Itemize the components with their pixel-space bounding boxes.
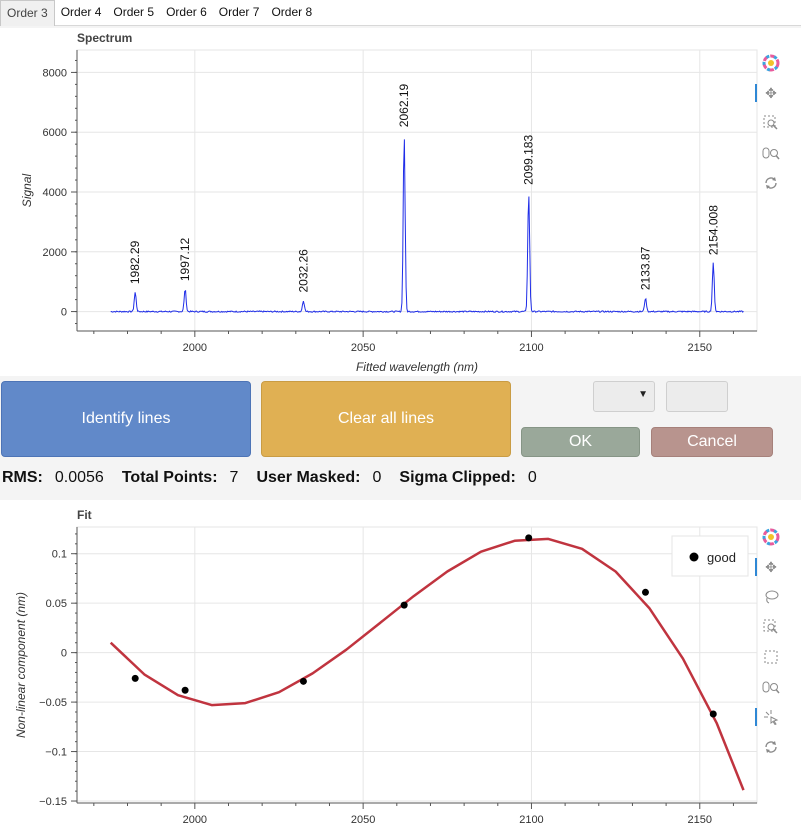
x-tick-label: 2050 — [351, 814, 375, 826]
x-tick-label: 2000 — [183, 342, 207, 354]
reset-icon[interactable] — [760, 172, 782, 194]
y-tick-label: 4000 — [43, 187, 67, 199]
tab-order-4[interactable]: Order 4 — [60, 5, 102, 19]
identify-lines-button[interactable]: Identify lines — [1, 381, 251, 457]
clear-all-lines-button[interactable]: Clear all lines — [261, 381, 511, 457]
y-axis-label: Signal — [20, 173, 34, 207]
total-points-value: 7 — [229, 469, 239, 486]
chevron-down-icon: ▼ — [638, 389, 648, 400]
data-point — [299, 677, 307, 685]
x-tick-label: 2150 — [688, 814, 712, 826]
peak-label: 1997.12 — [178, 237, 192, 281]
y-tick-label: −0.15 — [39, 796, 67, 808]
tab-order-7[interactable]: Order 7 — [218, 5, 260, 19]
peak-label: 1982.29 — [128, 240, 142, 284]
spectrum-chart[interactable]: 2000 2050 2100 2150 0 2000 4000 6000 8000 Spectru… — [0, 28, 760, 376]
tap-icon[interactable] — [755, 706, 782, 728]
x-tick-label: 2100 — [519, 814, 543, 826]
wheel-zoom-icon[interactable] — [760, 676, 782, 698]
rms-label: RMS: — [2, 469, 43, 486]
total-points-label: Total Points: — [121, 469, 218, 486]
wavelength-input[interactable] — [666, 381, 728, 412]
spectrum-panel: 2000 2050 2100 2150 0 2000 4000 6000 8000 Spectru… — [0, 28, 801, 376]
rms-value: 0.0056 — [54, 469, 104, 486]
y-tick-label: 0.05 — [46, 598, 67, 610]
spectrum-toolbar: ✥ — [755, 52, 783, 202]
plot-area — [76, 49, 758, 332]
fit-curve — [109, 537, 745, 791]
legend-label: good — [707, 550, 736, 565]
reset-icon[interactable] — [760, 736, 782, 758]
data-point — [641, 588, 649, 596]
spectrum-line — [110, 139, 744, 314]
bokeh-logo-icon[interactable] — [760, 526, 782, 548]
y-tick-label: 0 — [61, 307, 67, 319]
legend-box — [671, 535, 749, 577]
chart-title: Spectrum — [77, 31, 132, 45]
lasso-select-icon[interactable] — [760, 586, 782, 608]
peak-label: 2062.19 — [397, 83, 411, 127]
box-zoom-icon[interactable] — [760, 112, 782, 134]
order-tabs: Order 3 Order 4 Order 5 Order 6 Order 7 … — [0, 0, 801, 26]
y-tick-label: 2000 — [43, 247, 67, 259]
y-axis-label: Non-linear component (nm) — [14, 592, 28, 738]
x-tick-label: 2150 — [688, 342, 712, 354]
sigma-clipped-label: Sigma Clipped: — [399, 469, 516, 486]
box-select-icon[interactable] — [760, 646, 782, 668]
cancel-button[interactable]: Cancel — [651, 427, 773, 457]
y-tick-label: 6000 — [43, 127, 67, 139]
x-tick-label: 2000 — [183, 814, 207, 826]
fit-panel: 2000 2050 2100 2150 −0.15 −0.1 −0.05 0 0.05 0.1 Fi… — [0, 500, 801, 830]
box-zoom-icon[interactable] — [760, 616, 782, 638]
fit-chart[interactable]: 2000 2050 2100 2150 −0.15 −0.1 −0.05 0 0.05 0.1 Fi… — [0, 500, 760, 830]
user-masked-value: 0 — [372, 469, 382, 486]
tab-order-8[interactable]: Order 8 — [271, 5, 313, 19]
legend-marker — [689, 552, 699, 562]
y-tick-label: −0.1 — [45, 747, 67, 759]
tab-order-6[interactable]: Order 6 — [166, 5, 207, 19]
data-point — [400, 601, 408, 609]
peak-label: 2099.183 — [522, 135, 536, 185]
x-tick-label: 2050 — [351, 342, 375, 354]
chart-title: Fit — [77, 508, 92, 522]
tab-order-5[interactable]: Order 5 — [113, 5, 155, 19]
fit-statistics: RMS: 0.0056 Total Points: 7 User Masked: 0 Sig… — [2, 469, 555, 489]
sigma-clipped-value: 0 — [527, 469, 537, 486]
peak-label: 2154.008 — [706, 205, 720, 255]
pan-icon[interactable]: ✥ — [755, 82, 782, 104]
data-point — [131, 674, 139, 682]
peak-label: 2133.87 — [638, 246, 652, 290]
x-axis-label: Fitted wavelength (nm) — [356, 360, 478, 374]
ok-button[interactable]: OK — [521, 427, 640, 457]
bokeh-logo-icon[interactable] — [760, 52, 782, 74]
data-point — [525, 534, 533, 542]
y-tick-label: 0 — [61, 648, 67, 660]
data-point — [709, 710, 717, 718]
y-tick-label: 8000 — [43, 67, 67, 79]
wheel-zoom-icon[interactable] — [760, 142, 782, 164]
y-tick-label: 0.1 — [52, 549, 67, 561]
y-tick-label: −0.05 — [39, 697, 67, 709]
data-point — [181, 686, 189, 694]
x-tick-label: 2100 — [519, 342, 543, 354]
pan-icon[interactable]: ✥ — [755, 556, 782, 578]
user-masked-label: User Masked: — [256, 469, 361, 486]
line-select-dropdown[interactable]: ▼ — [593, 381, 655, 412]
plot-area — [76, 526, 758, 804]
peak-label: 2032.26 — [296, 249, 310, 293]
tab-order-3[interactable]: Order 3 — [0, 0, 55, 26]
fit-toolbar: ✥ — [755, 526, 783, 766]
